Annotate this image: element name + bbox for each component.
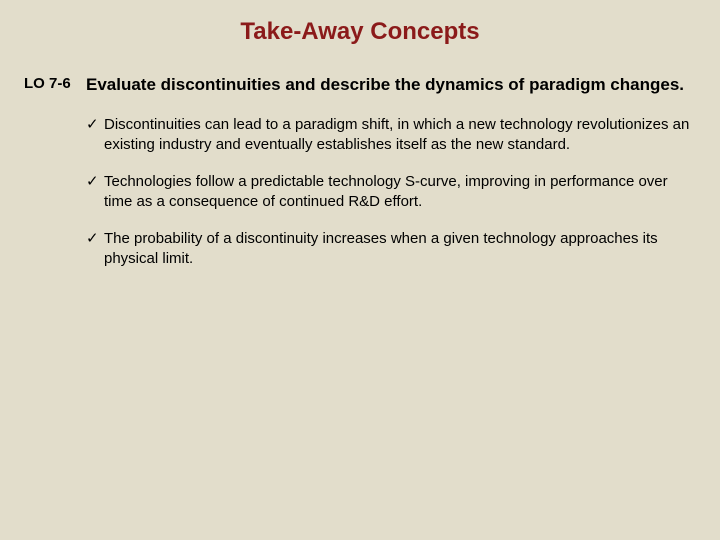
- bullet-text: Technologies follow a predictable techno…: [104, 172, 696, 211]
- bullet-item: ✓ The probability of a discontinuity inc…: [86, 229, 696, 268]
- lo-label: LO 7-6: [24, 74, 86, 92]
- learning-objective: Evaluate discontinuities and describe th…: [86, 74, 696, 95]
- checkmark-icon: ✓: [86, 115, 104, 135]
- bullet-list: ✓ Discontinuities can lead to a paradigm…: [86, 115, 696, 268]
- bullet-text: Discontinuities can lead to a paradigm s…: [104, 115, 696, 154]
- slide: Take-Away Concepts LO 7-6 Evaluate disco…: [0, 0, 720, 540]
- bullet-text: The probability of a discontinuity incre…: [104, 229, 696, 268]
- bullet-item: ✓ Technologies follow a predictable tech…: [86, 172, 696, 211]
- checkmark-icon: ✓: [86, 172, 104, 192]
- bullet-item: ✓ Discontinuities can lead to a paradigm…: [86, 115, 696, 154]
- content-body: Evaluate discontinuities and describe th…: [86, 74, 696, 286]
- content-row: LO 7-6 Evaluate discontinuities and desc…: [24, 74, 696, 286]
- checkmark-icon: ✓: [86, 229, 104, 249]
- slide-title: Take-Away Concepts: [24, 18, 696, 46]
